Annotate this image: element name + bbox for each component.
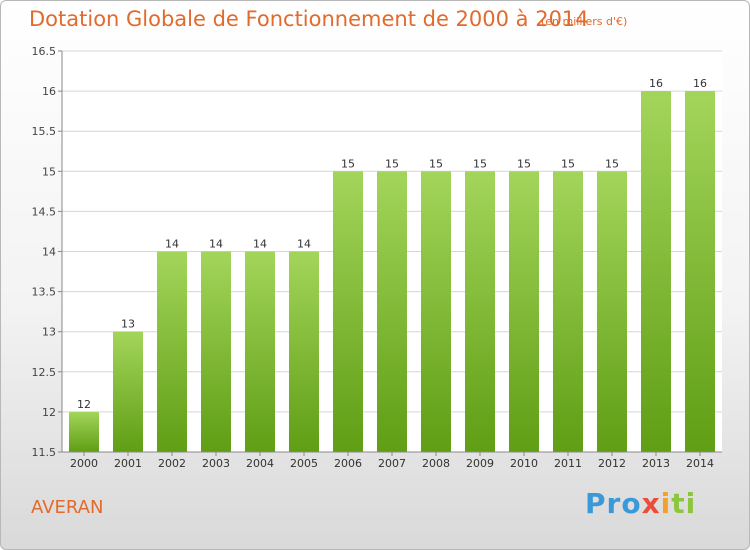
bar[interactable] [641, 91, 671, 452]
x-tick-label: 2014 [686, 457, 714, 470]
y-tick-label: 13.5 [32, 286, 57, 299]
data-label: 15 [561, 157, 575, 170]
bar[interactable] [421, 171, 451, 453]
y-tick-label: 12.5 [32, 366, 57, 379]
x-tick-label: 2005 [290, 457, 318, 470]
bar[interactable] [377, 171, 407, 453]
data-label: 12 [77, 398, 91, 411]
bar[interactable] [201, 251, 231, 453]
bar[interactable] [597, 171, 627, 453]
data-label: 14 [209, 238, 223, 251]
data-labels: 12 13 14 14 14 14 15 15 15 15 15 15 15 16 16 [77, 77, 707, 411]
y-tick-label: 16 [42, 85, 56, 98]
x-tick-label: 2007 [378, 457, 406, 470]
data-label: 14 [165, 238, 179, 251]
y-tick-label: 16.5 [32, 45, 57, 58]
y-tick-label: 14 [42, 246, 56, 259]
x-tick-label: 2011 [554, 457, 582, 470]
y-tick-label: 14.5 [32, 205, 57, 218]
x-tick-label: 2002 [158, 457, 186, 470]
proxiti-logo[interactable]: Proxiti [585, 487, 696, 520]
bar[interactable] [509, 171, 539, 453]
x-tick-label: 2008 [422, 457, 450, 470]
data-label: 14 [253, 238, 267, 251]
logo-part: ti [671, 487, 697, 520]
y-tick-label: 15 [42, 165, 56, 178]
y-tick-label: 11.5 [32, 446, 57, 459]
x-tick-label: 2003 [202, 457, 230, 470]
chart-subtitle: (en milliers d'€) [541, 15, 628, 28]
bars [69, 91, 715, 453]
data-label: 15 [605, 157, 619, 170]
bar[interactable] [289, 251, 319, 453]
data-label: 15 [473, 157, 487, 170]
data-label: 13 [121, 318, 135, 331]
x-tick-label: 2004 [246, 457, 274, 470]
data-label: 16 [693, 77, 707, 90]
x-tick-label: 2000 [70, 457, 98, 470]
chart-title: Dotation Globale de Fonctionnement de 20… [29, 7, 589, 31]
x-tick-label: 2013 [642, 457, 670, 470]
bar[interactable] [333, 171, 363, 453]
bar[interactable] [157, 251, 187, 453]
data-label: 15 [517, 157, 531, 170]
x-tick-labels: 2000 2001 2002 2003 2004 2005 2006 2007 2008 2009… [70, 457, 714, 470]
bar[interactable] [69, 411, 99, 452]
data-label: 15 [341, 157, 355, 170]
logo-part: i [660, 487, 672, 520]
y-tick-label: 12 [42, 406, 56, 419]
bar[interactable] [685, 91, 715, 452]
y-tick-labels: 11.5 12 12.5 13 13.5 14 14.5 15 15.5 16 16.5 [32, 45, 57, 459]
data-label: 15 [429, 157, 443, 170]
bar[interactable] [245, 251, 275, 453]
data-label: 16 [649, 77, 663, 90]
axes [61, 51, 722, 453]
logo-part: x [641, 487, 661, 520]
commune-name: AVERAN [31, 497, 104, 518]
bar[interactable] [553, 171, 583, 453]
x-tick-label: 2010 [510, 457, 538, 470]
y-tick-label: 15.5 [32, 125, 57, 138]
x-tick-label: 2006 [334, 457, 362, 470]
y-tick-label: 13 [42, 326, 56, 339]
data-label: 15 [385, 157, 399, 170]
x-tick-label: 2001 [114, 457, 142, 470]
bar[interactable] [113, 331, 143, 452]
bar[interactable] [465, 171, 495, 453]
x-tick-label: 2012 [598, 457, 626, 470]
logo-part: Pro [585, 487, 642, 520]
data-label: 14 [297, 238, 311, 251]
x-tick-label: 2009 [466, 457, 494, 470]
